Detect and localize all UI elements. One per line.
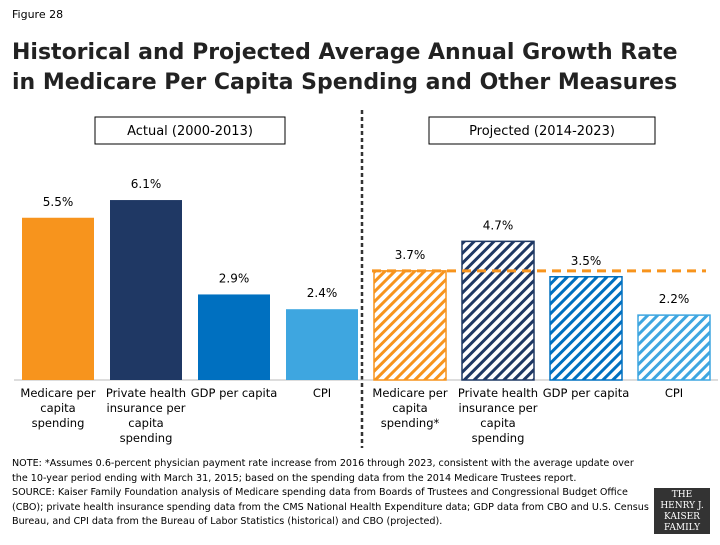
x-tick-label: Private health insurance per capita spen…: [457, 386, 539, 445]
x-tick-label: CPI: [664, 386, 684, 400]
bar: [373, 270, 447, 381]
bar: [286, 309, 358, 380]
group-box: [428, 116, 656, 145]
value-label: 3.5%: [571, 254, 602, 268]
logo: THE HENRY J. KAISER FAMILY FOUNDATION: [654, 488, 720, 544]
source: SOURCE: Kaiser Family Foundation analysi…: [12, 487, 649, 527]
bar: [22, 217, 94, 380]
group-label: Actual (2000-2013): [127, 124, 253, 139]
x-tick-label: Medicare per capita spending: [20, 386, 96, 430]
value-label: 3.7%: [395, 248, 426, 262]
bar: [637, 314, 711, 381]
bar: [110, 200, 182, 380]
x-tick-label: GDP per capita: [190, 386, 278, 400]
x-tick-label: GDP per capita: [542, 386, 630, 400]
bar: [198, 294, 270, 380]
x-tick-label: Medicare per capita spending*: [372, 386, 448, 430]
x-tick-label: Private health insurance per capita spen…: [105, 386, 187, 445]
note: NOTE: *Assumes 0.6-percent physician pay…: [12, 458, 634, 484]
value-label: 2.4%: [307, 286, 338, 300]
value-label: 2.2%: [659, 292, 690, 306]
value-label: 4.7%: [483, 218, 514, 232]
footnote: NOTE: *Assumes 0.6-percent physician pay…: [12, 457, 652, 530]
bar: [549, 276, 623, 381]
value-label: 6.1%: [131, 177, 162, 191]
group-box: [94, 116, 286, 145]
chart-title: Historical and Projected Average Annual …: [12, 40, 678, 95]
x-tick-label: CPI: [312, 386, 332, 400]
figure-label: Figure 28: [12, 8, 64, 21]
group-label: Projected (2014-2023): [469, 124, 615, 139]
value-label: 5.5%: [43, 195, 74, 209]
value-label: 2.9%: [219, 271, 250, 285]
bar: [461, 240, 535, 381]
